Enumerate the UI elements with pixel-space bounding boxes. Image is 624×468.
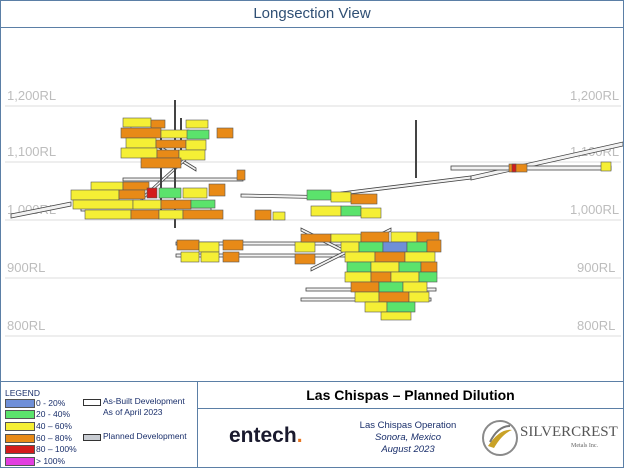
elevation-label-1200-right: 1,200RL	[570, 88, 620, 103]
legend-label-40-60: 40 – 60%	[36, 421, 72, 431]
operation-name: Las Chispas Operation	[359, 420, 457, 431]
operation-info: Las Chispas Operation Sonora, Mexico Aug…	[338, 420, 478, 456]
legend-swatch-40-60	[5, 422, 35, 431]
silvercrest-emblem-icon	[482, 420, 518, 456]
main-title: Las Chispas – Planned Dilution	[198, 382, 623, 409]
entech-logo-text: entech	[229, 424, 297, 447]
legend-label-over-100: > 100%	[36, 456, 66, 466]
elevation-label-800-left: 800RL	[7, 318, 46, 333]
longsection-plot: 1,200RL 1,200RL 1,100RL 1,100RL 1,000RL …	[1, 28, 623, 380]
legend-label-0-20: 0 - 20%	[36, 398, 66, 408]
legend-swatch-as-built	[83, 399, 101, 406]
legend-swatch-20-40	[5, 410, 35, 419]
legend: LEGEND 0 - 20% 20 - 40% 40 – 60% 60 – 80…	[1, 382, 198, 467]
entech-logo-dot: .	[296, 424, 303, 447]
legend-label-as-built-date: As of April 2023	[103, 407, 163, 417]
stopes-east	[176, 161, 612, 321]
legend-label-planned: Planned Development	[103, 431, 187, 441]
legend-label-60-80: 60 – 80%	[36, 433, 72, 443]
view-title: Longsection View	[1, 1, 623, 28]
elevation-gridlines	[5, 105, 621, 337]
stopes-west	[70, 117, 286, 221]
legend-label-80-100: 80 – 100%	[36, 444, 77, 454]
longsection-drawing	[5, 100, 623, 337]
legend-swatch-over-100	[5, 457, 35, 466]
title-block: Las Chispas – Planned Dilution entech. L…	[198, 382, 623, 467]
elevation-label-900-right: 900RL	[577, 260, 616, 275]
elevation-label-1000-right: 1,000RL	[570, 202, 620, 217]
elevation-label-1100-left: 1,100RL	[7, 144, 57, 159]
elevation-label-1200-left: 1,200RL	[7, 88, 57, 103]
legend-title: LEGEND	[5, 388, 40, 398]
silvercrest-logo-subtitle: Metals Inc.	[571, 443, 598, 449]
legend-swatch-60-80	[5, 434, 35, 443]
bottom-panel: LEGEND 0 - 20% 20 - 40% 40 – 60% 60 – 80…	[1, 381, 623, 468]
legend-label-20-40: 20 - 40%	[36, 409, 71, 419]
operation-date: August 2023	[381, 444, 435, 455]
legend-swatch-0-20	[5, 399, 35, 408]
silvercrest-logo-text: SILVERCREST	[520, 424, 618, 440]
elevation-label-800-right: 800RL	[577, 318, 616, 333]
legend-label-as-built: As-Built Development	[103, 396, 185, 406]
legend-swatch-planned	[83, 434, 101, 441]
entech-logo: entech.	[229, 424, 303, 448]
elevation-label-900-left: 900RL	[7, 260, 46, 275]
operation-location: Sonora, Mexico	[374, 432, 441, 443]
legend-swatch-80-100	[5, 445, 35, 454]
